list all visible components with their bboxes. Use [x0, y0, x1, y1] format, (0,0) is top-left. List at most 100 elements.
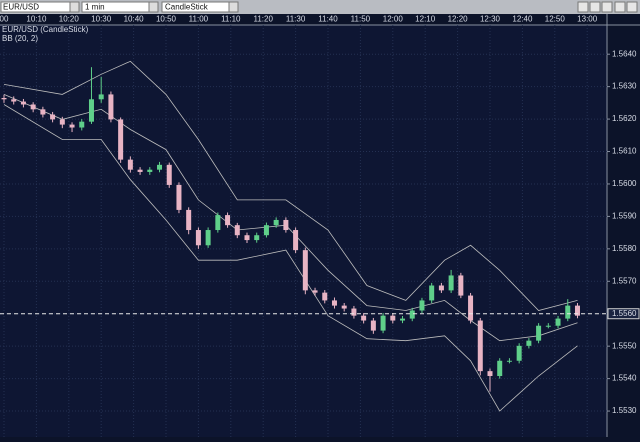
candle-body: [11, 99, 17, 102]
candle-body: [127, 159, 133, 170]
candle-body: [20, 101, 26, 105]
candle-body: [516, 345, 522, 361]
y-tick-label: 1.5640: [612, 49, 637, 58]
candle-body: [526, 340, 532, 346]
candle-body: [341, 305, 347, 309]
dropdown-arrow[interactable]: [228, 1, 239, 13]
toolbar-button[interactable]: [626, 1, 638, 13]
last-price-box: [607, 308, 640, 320]
candle-body: [419, 300, 425, 311]
x-tick-label: 11:20: [253, 15, 273, 24]
y-tick-label: 1.5580: [612, 244, 637, 253]
candle-body: [322, 292, 328, 301]
y-tick-label: 1.5600: [612, 179, 637, 188]
candle-body: [195, 230, 201, 246]
candle-body: [555, 318, 561, 326]
y-tick-label: 1.5550: [612, 341, 637, 350]
candle-body: [30, 104, 36, 110]
candle-body: [477, 320, 483, 372]
candle-body: [448, 275, 454, 291]
x-tick-label: 11:00: [189, 15, 209, 24]
candle-body: [205, 230, 211, 246]
x-tick-label: 10:20: [59, 15, 80, 24]
candle-body: [166, 164, 172, 185]
chart-style: CandleStick: [165, 3, 209, 12]
toolbar-button[interactable]: [601, 1, 613, 13]
candle-body: [458, 275, 464, 296]
candle-body: [487, 371, 493, 377]
candle-body: [186, 209, 192, 231]
candle-body: [234, 225, 240, 236]
toolbar: EUR/USD 1 min CandleStick: [0, 0, 640, 14]
y-tick-label: 1.5620: [612, 114, 637, 123]
x-tick-label: 00: [0, 15, 9, 24]
candle-body: [438, 285, 444, 291]
candle-body: [370, 320, 376, 331]
candle-body: [215, 215, 221, 231]
candle-body: [108, 94, 114, 120]
x-tick-label: 10:40: [124, 15, 145, 24]
candle-body: [351, 308, 357, 316]
dropdown-arrow[interactable]: [148, 1, 159, 13]
y-tick-label: 1.5570: [612, 276, 637, 285]
candle-body: [400, 318, 406, 321]
candle-body: [1, 97, 7, 100]
candle-body: [50, 114, 56, 120]
y-tick-label: 1.5540: [612, 374, 637, 383]
candle-body: [79, 121, 85, 128]
candle-body: [565, 305, 571, 319]
candle-body: [506, 360, 512, 362]
candle-body: [312, 290, 318, 293]
candle-body: [147, 169, 153, 172]
candle-body: [293, 230, 299, 251]
x-tick-label: 10:30: [91, 15, 112, 24]
candle-body: [302, 250, 308, 291]
candle-body: [40, 109, 46, 115]
y-tick-label: 1.5630: [612, 82, 637, 91]
candle-body: [176, 184, 182, 210]
toolbar-bg: [0, 0, 640, 14]
toolbar-button[interactable]: [589, 1, 601, 13]
x-tick-label: 10:10: [26, 15, 47, 24]
candle-body: [244, 235, 250, 241]
x-tick-label: 12:00: [383, 15, 404, 24]
y-tick-label: 1.5590: [612, 212, 637, 221]
x-tick-label: 11:40: [318, 15, 338, 24]
candle-body: [468, 295, 474, 321]
candle-body: [545, 325, 551, 327]
candle-body: [98, 94, 104, 100]
indicator-label: BB (20, 2): [2, 34, 38, 43]
candle-body: [225, 215, 231, 226]
toolbar-button[interactable]: [577, 1, 589, 13]
candle-body: [283, 219, 289, 231]
candle-body: [254, 235, 260, 241]
timeframe: 1 min: [85, 3, 105, 12]
candle-body: [497, 360, 503, 377]
y-tick-label: 1.5610: [612, 147, 637, 156]
candle-body: [574, 305, 580, 316]
candle-body: [118, 119, 124, 160]
x-tick-label: 11:50: [351, 15, 371, 24]
candle-body: [263, 225, 269, 236]
bollinger-upper: [3, 60, 578, 311]
candle-body: [536, 325, 542, 341]
bollinger-middle: [3, 94, 578, 342]
toolbar-button[interactable]: [614, 1, 626, 13]
x-tick-label: 12:50: [545, 15, 566, 24]
x-tick-label: 11:10: [221, 15, 241, 24]
candle-body: [157, 164, 163, 170]
candle-body: [331, 300, 337, 306]
candle-body: [88, 99, 94, 122]
candle-body: [390, 315, 396, 321]
candle-body: [380, 315, 386, 331]
x-tick-label: 10:50: [156, 15, 177, 24]
x-tick-label: 13:00: [577, 15, 598, 24]
candle-body: [69, 124, 75, 128]
candle-body: [409, 310, 415, 319]
x-tick-label: 12:30: [480, 15, 501, 24]
x-tick-label: 12:10: [415, 15, 436, 24]
dropdown-arrow[interactable]: [69, 1, 80, 13]
candle-body: [273, 219, 279, 226]
x-tick-label: 11:30: [286, 15, 306, 24]
x-tick-label: 12:20: [448, 15, 469, 24]
